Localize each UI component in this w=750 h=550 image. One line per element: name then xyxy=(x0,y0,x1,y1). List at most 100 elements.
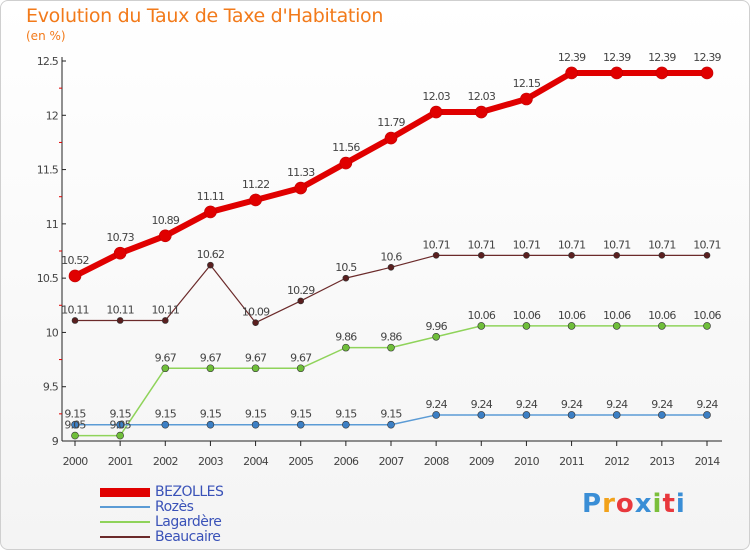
legend-label: Beaucaire xyxy=(155,529,221,545)
x-tick-label: 2002 xyxy=(153,455,178,468)
data-label: 10.89 xyxy=(152,214,180,227)
chart-title: Evolution du Taux de Taxe d'Habitation xyxy=(26,5,384,27)
x-tick-label: 2006 xyxy=(333,455,359,468)
legend-label: Rozès xyxy=(155,499,194,515)
data-label: 10.06 xyxy=(648,309,676,322)
x-tick-label: 2009 xyxy=(469,455,495,468)
legend-swatch xyxy=(100,487,150,497)
data-point xyxy=(658,252,666,259)
data-label: 9.67 xyxy=(200,351,222,364)
data-label: 10.06 xyxy=(468,309,496,322)
data-point xyxy=(294,181,308,195)
data-label: 9.24 xyxy=(516,398,538,411)
data-point xyxy=(206,420,215,429)
data-label: 11.22 xyxy=(242,178,270,191)
data-label: 12.03 xyxy=(468,90,496,103)
data-point xyxy=(249,193,262,207)
y-tick-label: 11 xyxy=(46,218,58,231)
y-tick-label: 10.5 xyxy=(37,272,59,285)
data-label: 10.52 xyxy=(61,254,89,267)
data-label: 11.33 xyxy=(287,166,315,179)
x-tick-label: 2005 xyxy=(288,455,314,468)
x-tick-label: 2004 xyxy=(243,455,269,468)
x-tick-label: 2008 xyxy=(424,455,450,468)
data-point xyxy=(116,431,124,440)
legend-label: BEZOLLES xyxy=(155,484,224,500)
data-label: 9.15 xyxy=(64,408,86,421)
data-point xyxy=(429,105,443,119)
data-label: 9.86 xyxy=(380,331,402,344)
data-point xyxy=(658,322,666,330)
data-label: 12.03 xyxy=(422,90,450,103)
data-point xyxy=(342,420,350,429)
data-point xyxy=(474,105,488,119)
data-label: 10.06 xyxy=(603,309,631,322)
data-point xyxy=(116,317,124,324)
x-tick-label: 2010 xyxy=(514,455,540,468)
data-point xyxy=(477,411,486,419)
data-label: 9.15 xyxy=(109,408,131,421)
data-point xyxy=(204,205,217,219)
data-label: 12.39 xyxy=(693,51,721,64)
data-label: 9.24 xyxy=(561,398,583,411)
data-point xyxy=(342,274,350,282)
data-label: 10.11 xyxy=(152,303,180,316)
data-label: 10.71 xyxy=(468,238,496,251)
data-point xyxy=(71,431,79,440)
logo-letter: P xyxy=(582,489,603,519)
data-point xyxy=(567,322,576,330)
data-point xyxy=(252,319,259,326)
data-point xyxy=(432,411,440,419)
data-point xyxy=(206,364,215,373)
data-label: 10.71 xyxy=(693,238,721,251)
legend-swatch xyxy=(100,521,150,523)
data-point xyxy=(387,343,395,352)
data-label: 11.56 xyxy=(332,141,360,154)
data-label: 9.15 xyxy=(155,408,177,421)
x-tick-label: 2011 xyxy=(559,455,584,468)
data-label: 9.24 xyxy=(651,398,673,411)
logo-letter: r xyxy=(602,489,616,519)
data-label: 9.67 xyxy=(290,351,312,364)
data-label: 11.79 xyxy=(377,116,405,129)
data-point xyxy=(71,420,79,429)
x-tick-label: 2007 xyxy=(379,455,405,468)
x-tick-label: 2014 xyxy=(695,455,721,468)
logo-letter: i xyxy=(652,489,663,519)
data-point xyxy=(161,364,170,373)
data-label: 10.71 xyxy=(558,238,586,251)
y-tick-label: 9.5 xyxy=(43,381,59,394)
data-label: 10.5 xyxy=(335,261,357,274)
data-label: 10.71 xyxy=(603,238,631,251)
x-tick-label: 2001 xyxy=(108,455,133,468)
data-point xyxy=(703,411,711,419)
data-point xyxy=(432,252,440,259)
data-point xyxy=(700,66,714,80)
data-point xyxy=(342,343,350,352)
data-label: 10.71 xyxy=(648,238,676,251)
logo-letter: i xyxy=(675,489,686,519)
data-point xyxy=(251,420,260,429)
data-point xyxy=(296,420,305,429)
x-tick-label: 2013 xyxy=(649,455,675,468)
logo-letter: x xyxy=(634,489,653,519)
data-point xyxy=(68,269,82,283)
data-point xyxy=(522,411,531,419)
data-point xyxy=(384,131,398,145)
data-label: 10.29 xyxy=(287,284,315,297)
data-label: 12.15 xyxy=(513,77,541,90)
data-point xyxy=(387,420,395,429)
logo-letter: t xyxy=(662,489,676,519)
data-point xyxy=(387,263,395,271)
data-label: 9.05 xyxy=(64,419,86,432)
data-label: 9.24 xyxy=(696,398,718,411)
data-label: 11.11 xyxy=(197,190,225,203)
data-point xyxy=(523,252,530,259)
data-point xyxy=(71,317,79,324)
data-label: 9.24 xyxy=(425,398,447,411)
data-label: 12.39 xyxy=(603,51,631,64)
data-point xyxy=(161,420,170,429)
data-point xyxy=(612,411,621,419)
